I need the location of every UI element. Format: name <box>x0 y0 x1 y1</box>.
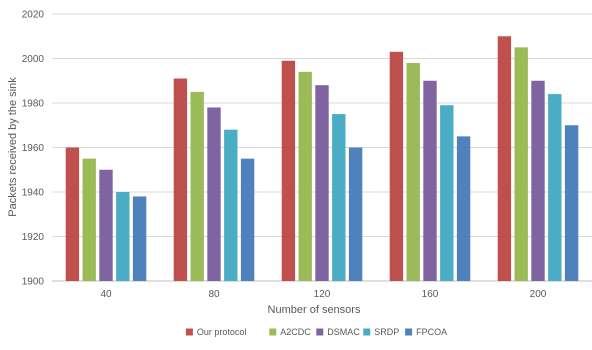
x-tick-label: 160 <box>422 289 439 300</box>
bar <box>332 114 346 281</box>
bar <box>406 62 420 282</box>
legend-label: A2CDC <box>280 327 311 337</box>
bar <box>423 80 437 281</box>
x-tick-label: 200 <box>530 289 547 300</box>
bar <box>456 136 471 281</box>
bar <box>224 129 238 281</box>
y-tick-label: 1940 <box>22 188 45 199</box>
bar <box>116 192 130 281</box>
x-tick-label: 40 <box>100 289 112 300</box>
legend-swatch <box>405 328 413 336</box>
x-tick-label: 80 <box>208 289 220 300</box>
legend-label: Our protocol <box>197 327 247 337</box>
legend-label: SRDP <box>374 327 399 337</box>
bars <box>65 36 579 282</box>
bar <box>190 91 204 281</box>
x-axis-title: Number of sensors <box>268 304 361 316</box>
bar <box>348 147 363 281</box>
bar <box>281 60 296 281</box>
bar <box>99 169 113 281</box>
y-tick-label: 1920 <box>22 232 45 243</box>
bar <box>240 158 255 281</box>
bar <box>298 71 312 281</box>
legend-item: FPCOA <box>405 327 447 337</box>
y-tick-label: 2020 <box>22 10 45 21</box>
bar <box>440 105 454 281</box>
legend-swatch <box>316 328 324 336</box>
y-tick-label: 1980 <box>22 99 45 110</box>
bar <box>531 80 545 281</box>
bar <box>207 107 221 281</box>
bar <box>315 85 329 281</box>
bar <box>389 51 404 282</box>
legend-swatch <box>363 328 371 336</box>
bar <box>65 147 80 281</box>
legend-label: FPCOA <box>416 327 447 337</box>
y-axis-ticks: 1900 1920 1940 1960 1980 2000 2020 <box>22 10 45 288</box>
bar <box>497 36 512 281</box>
legend-item: DSMAC <box>316 327 360 337</box>
bar <box>548 94 562 281</box>
legend-label: DSMAC <box>327 327 360 337</box>
legend-item: Our protocol <box>185 327 247 337</box>
bar <box>173 78 188 282</box>
y-tick-label: 2000 <box>22 54 45 65</box>
y-tick-label: 1900 <box>22 277 45 288</box>
legend-item: SRDP <box>363 327 399 337</box>
bar <box>564 125 579 281</box>
x-tick-label: 120 <box>314 289 331 300</box>
y-axis-title: Packets received by the sink <box>7 77 19 217</box>
x-axis-ticks: 40 80 120 160 200 <box>100 289 546 300</box>
bar <box>514 47 528 281</box>
bar <box>82 158 96 281</box>
legend-item: A2CDC <box>269 327 311 337</box>
legend-swatch <box>185 328 193 336</box>
legend-swatch <box>269 328 277 336</box>
bar <box>132 196 147 281</box>
legend: Our protocol A2CDC DSMAC SRDP FPCOA <box>185 327 447 337</box>
y-tick-label: 1960 <box>22 143 45 154</box>
